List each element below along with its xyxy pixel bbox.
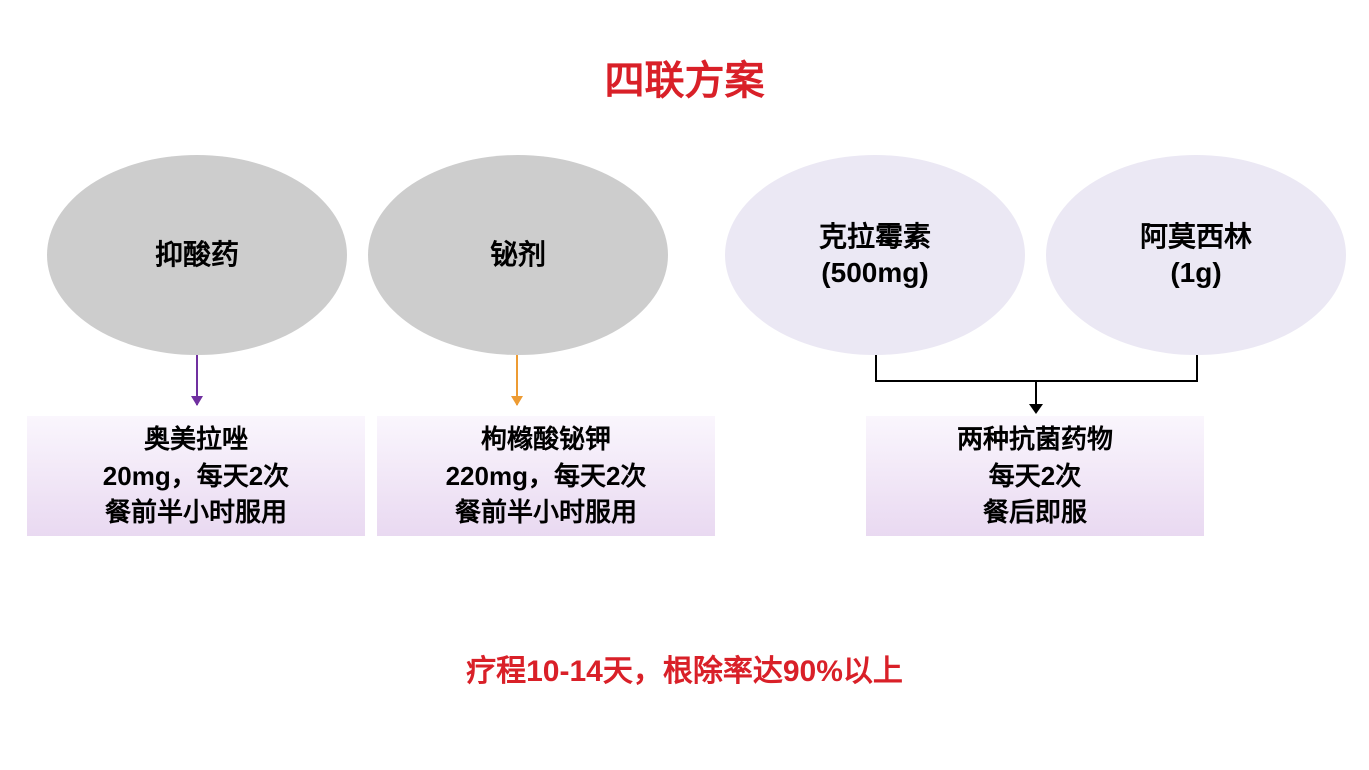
diagram-title: 四联方案	[605, 48, 765, 106]
connector-line	[1196, 355, 1198, 380]
connector-arrow-icon	[1035, 382, 1037, 404]
dosage-box-acid: 奥美拉唑 20mg，每天2次 餐前半小时服用	[27, 416, 365, 536]
ellipse-bismuth: 铋剂	[368, 155, 668, 355]
connector-line	[875, 355, 877, 380]
ellipse-label: 抑酸药	[155, 237, 239, 273]
ellipse-label: 克拉霉素 (500mg)	[819, 219, 931, 292]
arrow-down-icon	[196, 355, 198, 405]
ellipse-clarithromycin: 克拉霉素 (500mg)	[725, 155, 1025, 355]
dosage-box-antibiotics: 两种抗菌药物 每天2次 餐后即服	[866, 416, 1204, 536]
ellipse-amoxicillin: 阿莫西林 (1g)	[1046, 155, 1346, 355]
ellipse-label: 阿莫西林 (1g)	[1140, 219, 1252, 292]
footer-note: 疗程10-14天，根除率达90%以上	[466, 646, 903, 690]
ellipse-label: 铋剂	[490, 237, 546, 273]
ellipse-acid: 抑酸药	[47, 155, 347, 355]
arrow-down-icon	[516, 355, 518, 405]
dosage-box-bismuth: 枸橼酸铋钾 220mg，每天2次 餐前半小时服用	[377, 416, 715, 536]
